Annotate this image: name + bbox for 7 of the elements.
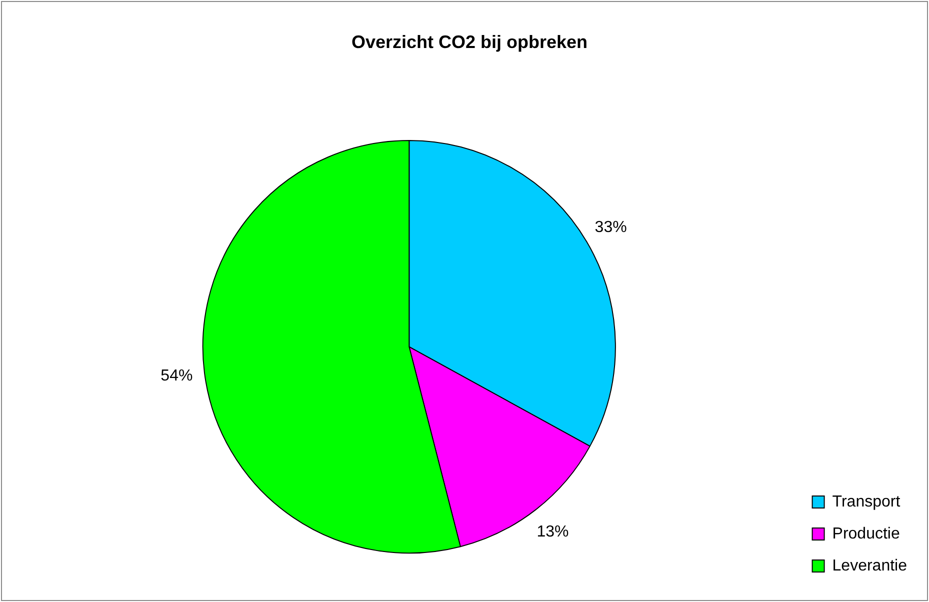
legend-label: Transport bbox=[832, 493, 901, 510]
chart-title: Overzicht CO2 bij opbreken bbox=[351, 32, 588, 52]
data-label: 13% bbox=[536, 523, 569, 540]
legend-label: Productie bbox=[832, 525, 900, 542]
legend-label: Leverantie bbox=[832, 557, 908, 574]
data-label: 33% bbox=[594, 218, 627, 236]
data-label: 54% bbox=[160, 368, 193, 385]
